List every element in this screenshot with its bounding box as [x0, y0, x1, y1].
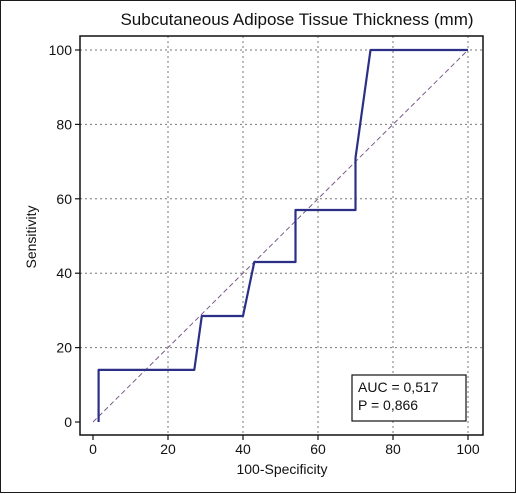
x-axis-label: 100-Specificity [236, 461, 327, 477]
p-value: P = 0,866 [358, 397, 418, 413]
y-tick-label: 60 [56, 191, 72, 207]
auc-annotation: AUC = 0,517 P = 0,866 [351, 374, 467, 422]
reference-diagonal-line [92, 49, 469, 423]
y-tick-label: 80 [56, 116, 72, 132]
annotation-box [351, 374, 467, 422]
x-tick-label: 0 [89, 441, 97, 457]
x-tick-label: 40 [235, 441, 251, 457]
chart-title: Subcutaneous Adipose Tissue Thickness (m… [120, 10, 473, 29]
y-tick-label: 20 [56, 340, 72, 356]
plot-border [79, 35, 484, 436]
x-tick-label: 80 [385, 441, 401, 457]
grid [80, 36, 483, 435]
x-tick-label: 100 [456, 441, 480, 457]
x-tick-label: 60 [310, 441, 326, 457]
y-axis-ticks: 0 20 40 60 80 100 [49, 42, 80, 430]
roc-curve-line [97, 48, 468, 422]
series-group [92, 48, 469, 423]
x-tick-label: 20 [160, 441, 176, 457]
y-tick-label: 40 [56, 265, 72, 281]
x-axis-ticks: 0 20 40 60 80 100 [89, 435, 480, 457]
y-tick-label: 100 [49, 42, 73, 58]
auc-value: AUC = 0,517 [358, 379, 439, 395]
y-tick-label: 0 [64, 414, 72, 430]
y-axis-label: Sensitivity [23, 205, 39, 268]
